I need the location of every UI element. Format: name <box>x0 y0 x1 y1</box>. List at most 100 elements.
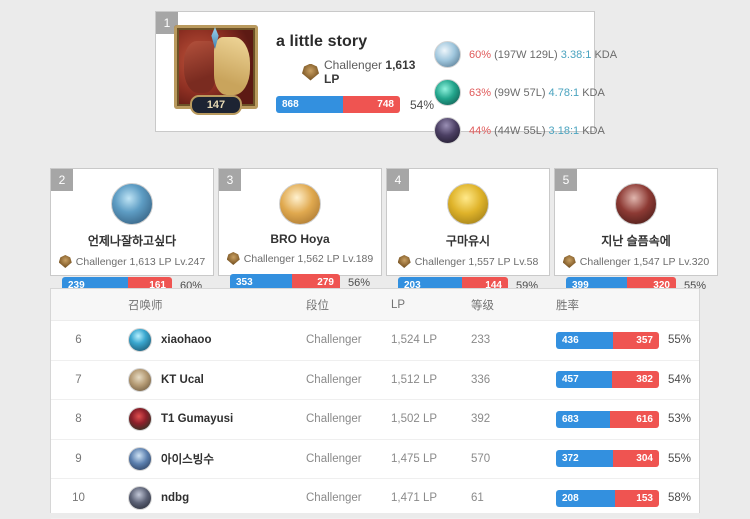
champion-kda: 3.38:1 <box>560 48 592 61</box>
column-header-tier[interactable]: 段位 <box>306 299 329 312</box>
portrait-shape-right <box>214 37 250 95</box>
avatar[interactable]: 147 <box>174 25 258 115</box>
cell-winrate: 372 304 55% <box>556 450 699 468</box>
winrate-percent: 54% <box>410 97 435 112</box>
cell-summoner[interactable]: KT Ucal <box>106 367 306 392</box>
rank-5-card[interactable]: 5 지난 슬픔속에 Challenger 1,547 LP Lv.320 399… <box>554 168 718 294</box>
wins-segment: 683 <box>556 410 611 428</box>
summoner-profile-icon[interactable] <box>279 183 321 225</box>
cell-level: 570 <box>471 452 491 465</box>
rank-badge: 4 <box>387 169 409 191</box>
summoner-name[interactable]: 구마유시 <box>445 234 491 248</box>
losses-segment: 357 <box>612 331 659 349</box>
summoner-profile-icon[interactable] <box>111 183 153 225</box>
table-header-row: 召唤师 段位 LP 等级 胜率 <box>51 289 699 321</box>
summoner-name: ndbg <box>161 492 190 505</box>
champion-stat-row[interactable]: 63% (99W 57L) 4.78:1 KDA <box>434 79 617 106</box>
summoner-profile-icon <box>128 486 152 511</box>
summoner-name: T1 Gumayusi <box>161 413 234 426</box>
cell-summoner[interactable]: ndbg <box>106 486 306 511</box>
table-row[interactable]: 8 T1 Gumayusi Challenger 1,502 LP 392 68… <box>51 400 699 440</box>
summoner-level-badge: 147 <box>190 95 242 115</box>
tier-row: Challenger 1,613 LP Lv.247 <box>51 255 213 268</box>
challenger-emblem-icon <box>302 63 319 81</box>
champion-stats-list: 60% (197W 129L) 3.38:1 KDA 63% (99W 57L)… <box>434 25 617 155</box>
cell-winrate: 436 357 55% <box>556 331 699 349</box>
win-loss-bar: 457 382 <box>556 371 659 389</box>
champion-kda-label: KDA <box>594 48 618 61</box>
cell-lp: 1,471 LP <box>391 492 438 505</box>
losses-segment: 279 <box>291 274 340 291</box>
champion-kda: 3.18:1 <box>548 124 580 137</box>
lp-value: 1,613 LP <box>129 255 172 268</box>
column-header-lp[interactable]: LP <box>391 298 406 311</box>
cell-summoner[interactable]: 아이스빙수 <box>106 446 306 471</box>
champion-record: (99W 57L) <box>494 86 546 99</box>
summoner-name[interactable]: 지난 슬픔속에 <box>601 234 671 248</box>
cell-level: 61 <box>471 492 484 505</box>
cell-summoner[interactable]: xiaohaoo <box>106 328 306 353</box>
winrate-percent: 55% <box>668 334 692 347</box>
cell-level: 392 <box>471 413 491 426</box>
tier-row: Challenger 1,557 LP Lv.58 <box>387 255 549 268</box>
cell-tier: Challenger <box>306 373 362 386</box>
cell-rank: 8 <box>75 413 82 426</box>
wins-segment: 353 <box>229 274 292 291</box>
summoner-name[interactable]: a little story <box>276 33 368 50</box>
challenger-emblem-icon <box>58 255 72 268</box>
win-loss-bar: 208 153 <box>556 489 659 507</box>
rank-badge: 3 <box>219 169 241 191</box>
rank-2-card[interactable]: 2 언제나잘하고싶다 Challenger 1,613 LP Lv.247 23… <box>50 168 214 294</box>
table-row[interactable]: 9 아이스빙수 Challenger 1,475 LP 570 372 304 … <box>51 440 699 479</box>
level-value: Lv.320 <box>678 255 710 268</box>
summoner-name: xiaohaoo <box>161 334 212 347</box>
table-row[interactable]: 7 KT Ucal Challenger 1,512 LP 336 457 38… <box>51 361 699 400</box>
rank-badge: 2 <box>51 169 73 191</box>
column-header-winrate[interactable]: 胜率 <box>556 299 579 312</box>
cell-summoner[interactable]: T1 Gumayusi <box>106 407 306 432</box>
tier-label: Challenger <box>414 255 466 268</box>
rank-3-card[interactable]: 3 BRO Hoya Challenger 1,562 LP Lv.189 35… <box>218 168 382 291</box>
lp-value: 1,613 LP <box>324 58 416 86</box>
crown-icon <box>211 27 219 49</box>
summoner-profile-icon <box>128 328 152 353</box>
champion-record: (44W 55L) <box>494 124 546 137</box>
summoner-name: 아이스빙수 <box>161 453 214 466</box>
cell-rank: 9 <box>75 452 82 465</box>
rank-4-card[interactable]: 4 구마유시 Challenger 1,557 LP Lv.58 203 144… <box>386 168 550 294</box>
summoner-profile-icon[interactable] <box>615 183 657 225</box>
win-loss-bar: 868 748 <box>276 96 400 113</box>
cell-winrate: 208 153 58% <box>556 489 699 507</box>
table-row[interactable]: 6 xiaohaoo Challenger 1,524 LP 233 436 3… <box>51 321 699 361</box>
champion-kda: 4.78:1 <box>548 86 580 99</box>
champion-stat-row[interactable]: 44% (44W 55L) 3.18:1 KDA <box>434 117 617 144</box>
champion-stat-row[interactable]: 60% (197W 129L) 3.38:1 KDA <box>434 41 617 68</box>
challenger-emblem-icon <box>397 255 411 268</box>
winrate-percent: 53% <box>668 413 692 426</box>
losses-segment: 616 <box>610 410 659 428</box>
cell-tier: Challenger <box>306 413 362 426</box>
win-loss-bar: 683 616 <box>556 410 659 428</box>
summoner-name[interactable]: 언제나잘하고싶다 <box>87 234 177 248</box>
champion-winrate: 60% <box>469 48 492 61</box>
tier-row: Challenger 1,562 LP Lv.189 <box>219 252 381 265</box>
losses-segment: 153 <box>615 489 659 507</box>
column-header-level[interactable]: 等级 <box>471 299 494 312</box>
lp-value: 1,562 LP <box>297 252 340 265</box>
level-value: Lv.58 <box>513 255 539 268</box>
summoner-name[interactable]: BRO Hoya <box>270 232 330 246</box>
winrate-percent: 55% <box>668 452 692 465</box>
rank-badge: 5 <box>555 169 577 191</box>
tier-label: Challenger <box>243 252 295 265</box>
champion-icon-2 <box>434 79 462 106</box>
winrate-row: 353 279 56% <box>219 274 381 291</box>
cell-winrate: 683 616 53% <box>556 410 699 428</box>
column-header-summoner[interactable]: 召唤师 <box>128 299 163 312</box>
tier-row: Challenger 1,613 LP <box>302 58 434 86</box>
losses-segment: 382 <box>612 371 659 389</box>
rank-1-card[interactable]: 1 147 a little story Challenger 1,613 LP <box>155 11 617 144</box>
champion-stat-text: 60% (197W 129L) 3.38:1 KDA <box>469 49 617 61</box>
champion-kda-label: KDA <box>582 124 605 137</box>
tier-text: Challenger 1,613 LP <box>324 58 434 86</box>
summoner-profile-icon[interactable] <box>447 183 489 225</box>
